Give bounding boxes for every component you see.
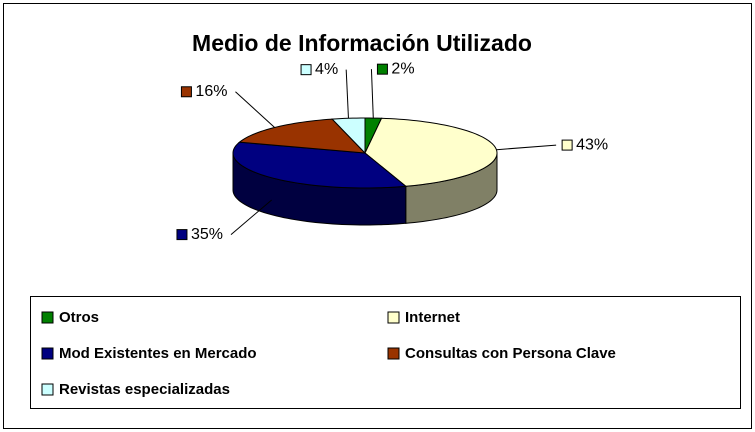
data-label: 35%	[191, 226, 223, 243]
label-swatch	[180, 86, 192, 98]
label-swatch	[561, 139, 573, 151]
leader-line	[235, 91, 275, 128]
leader-line	[230, 199, 272, 235]
leader-line	[496, 144, 557, 151]
legend-label: Internet	[405, 309, 460, 326]
label-swatch	[376, 63, 388, 75]
legend-swatch	[41, 311, 54, 324]
slice	[232, 141, 408, 189]
label-swatch	[176, 229, 188, 241]
data-label: 16%	[195, 83, 227, 100]
legend-swatch	[41, 347, 54, 360]
data-label: 43%	[576, 136, 608, 153]
legend-swatch	[41, 383, 54, 396]
data-label: 2%	[391, 60, 414, 77]
slice	[331, 117, 366, 155]
chart-title: Medio de Información Utilizado	[192, 30, 532, 56]
legend-label: Mod Existentes en Mercado	[59, 345, 257, 362]
legend-label: Otros	[59, 309, 99, 326]
legend-label: Consultas con Persona Clave	[405, 345, 616, 362]
legend-swatch	[387, 311, 400, 324]
slice	[364, 117, 498, 187]
legend-label: Revistas especializadas	[59, 381, 230, 398]
label-swatch	[300, 64, 312, 76]
leader-line	[345, 69, 349, 119]
slice	[238, 118, 367, 154]
leader-line	[370, 69, 374, 119]
data-label: 4%	[315, 61, 338, 78]
legend-swatch	[387, 347, 400, 360]
legend-box	[30, 296, 741, 409]
